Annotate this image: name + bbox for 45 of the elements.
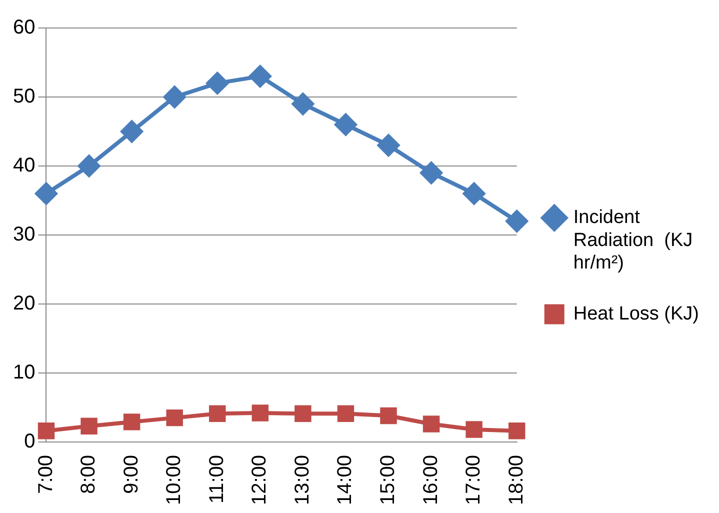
y-tick-label: 30 — [12, 223, 36, 246]
y-tick-label: 0 — [24, 430, 36, 452]
point — [209, 405, 226, 422]
y-tick-label: 10 — [12, 361, 36, 384]
x-tick-label: 8:00 — [78, 454, 100, 494]
x-tick-label: 13:00 — [291, 454, 314, 506]
x-tick-label: 12:00 — [248, 454, 271, 506]
point — [292, 92, 314, 115]
point — [506, 210, 528, 232]
point — [380, 407, 397, 424]
point — [422, 416, 440, 432]
point — [38, 422, 55, 440]
x-tick-label: 9:00 — [120, 454, 142, 494]
point — [337, 405, 354, 422]
x-tick-label: 16:00 — [420, 454, 442, 506]
x-tick-label: 14:00 — [334, 454, 356, 506]
x-tick-label: 18:00 — [505, 454, 528, 506]
x-tick-label: 11:00 — [206, 454, 228, 504]
y-tick-label: 20 — [12, 292, 36, 314]
legend-label: Incident Radiation (KJ hr/m²) — [573, 207, 693, 274]
point — [378, 134, 400, 156]
point — [420, 162, 442, 184]
y-tick-label: 40 — [12, 154, 36, 176]
point — [466, 421, 482, 438]
point — [80, 418, 98, 434]
point — [120, 120, 143, 142]
point — [35, 182, 58, 205]
x-tick-label: 7:00 — [34, 454, 57, 494]
point — [164, 86, 186, 108]
y-tick-label: 50 — [12, 86, 36, 108]
x-tick-label: 17:00 — [462, 454, 485, 506]
point — [252, 404, 269, 422]
point — [334, 114, 357, 136]
point — [463, 182, 486, 205]
point — [206, 72, 228, 94]
point — [249, 65, 272, 88]
legend-label: Heat Loss (KJ) — [573, 304, 700, 325]
point — [294, 405, 312, 422]
x-tick-label: 15:00 — [377, 454, 400, 506]
point — [508, 422, 526, 440]
point — [166, 409, 183, 426]
y-tick-label: 60 — [12, 16, 36, 39]
x-tick-label: 10:00 — [163, 454, 186, 506]
point — [78, 154, 100, 177]
point — [123, 414, 140, 430]
